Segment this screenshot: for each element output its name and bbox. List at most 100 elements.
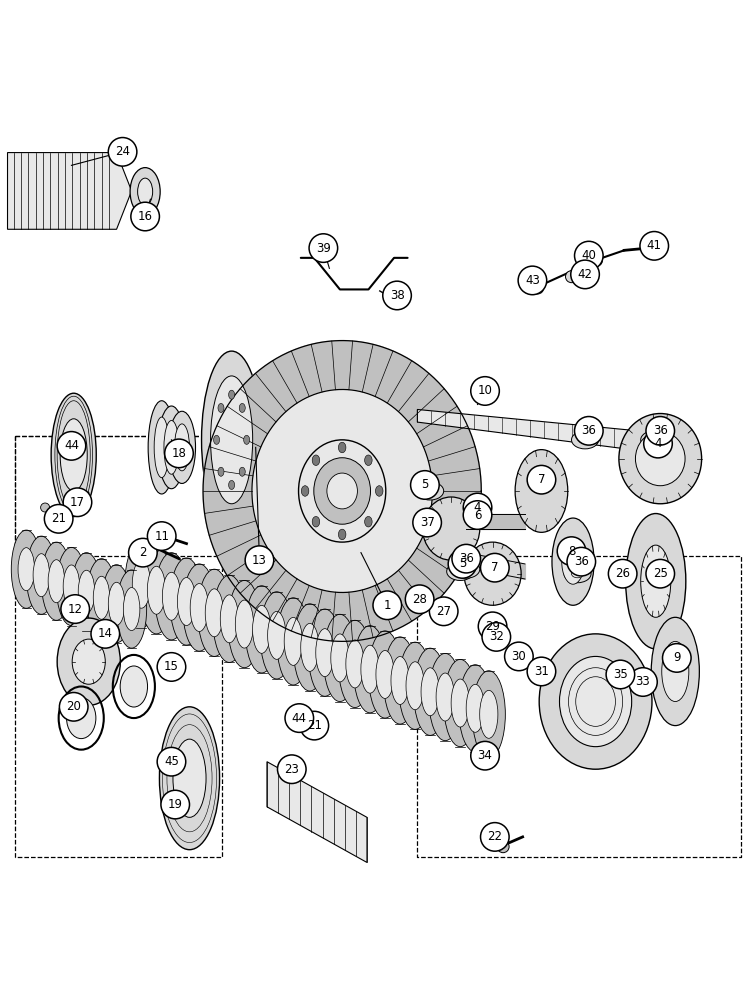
Circle shape — [309, 234, 338, 262]
Ellipse shape — [218, 403, 224, 412]
Text: 1: 1 — [384, 599, 391, 612]
Text: 8: 8 — [568, 545, 575, 558]
Ellipse shape — [78, 570, 95, 613]
Ellipse shape — [132, 560, 150, 608]
Circle shape — [63, 488, 92, 517]
Text: 12: 12 — [68, 603, 83, 616]
Text: 4: 4 — [654, 437, 662, 450]
Ellipse shape — [268, 611, 286, 659]
Circle shape — [61, 595, 89, 623]
Circle shape — [663, 644, 691, 672]
Ellipse shape — [26, 536, 56, 614]
Text: 36: 36 — [653, 424, 668, 437]
Text: 24: 24 — [115, 145, 130, 158]
Text: 29: 29 — [485, 620, 500, 633]
Ellipse shape — [102, 565, 132, 643]
Ellipse shape — [459, 665, 492, 752]
Circle shape — [478, 612, 507, 641]
Ellipse shape — [293, 604, 326, 691]
Ellipse shape — [235, 600, 253, 648]
Circle shape — [108, 138, 137, 166]
Ellipse shape — [93, 576, 110, 619]
Ellipse shape — [368, 631, 402, 718]
Ellipse shape — [123, 588, 140, 631]
Text: 14: 14 — [98, 627, 113, 640]
Text: 28: 28 — [412, 593, 427, 606]
Circle shape — [463, 501, 492, 529]
Text: 5: 5 — [459, 557, 466, 570]
Text: 41: 41 — [647, 239, 662, 252]
Circle shape — [157, 747, 186, 776]
Circle shape — [383, 281, 411, 310]
Ellipse shape — [423, 497, 480, 560]
Circle shape — [471, 377, 499, 405]
Ellipse shape — [421, 668, 439, 716]
Text: 44: 44 — [64, 439, 79, 452]
Ellipse shape — [33, 554, 50, 597]
Ellipse shape — [451, 679, 469, 727]
Text: 32: 32 — [489, 630, 504, 643]
Circle shape — [277, 755, 306, 784]
Ellipse shape — [453, 567, 467, 576]
Ellipse shape — [220, 595, 238, 643]
Ellipse shape — [41, 503, 50, 512]
Text: 42: 42 — [578, 268, 593, 281]
Ellipse shape — [213, 575, 246, 662]
Text: 7: 7 — [538, 473, 545, 486]
Ellipse shape — [619, 414, 702, 504]
Circle shape — [646, 559, 675, 588]
Ellipse shape — [205, 589, 223, 637]
Ellipse shape — [384, 637, 417, 724]
Text: 34: 34 — [478, 749, 493, 762]
Ellipse shape — [177, 578, 196, 626]
Ellipse shape — [460, 565, 472, 573]
Ellipse shape — [253, 605, 271, 653]
Circle shape — [505, 642, 533, 671]
Ellipse shape — [57, 618, 120, 705]
Ellipse shape — [308, 609, 341, 696]
Ellipse shape — [626, 514, 686, 649]
Ellipse shape — [138, 178, 153, 205]
Text: 30: 30 — [511, 650, 526, 663]
Ellipse shape — [641, 545, 671, 617]
Circle shape — [245, 546, 274, 574]
Ellipse shape — [464, 542, 521, 605]
Circle shape — [91, 620, 120, 648]
Text: 36: 36 — [581, 424, 596, 437]
Ellipse shape — [338, 442, 346, 453]
Circle shape — [411, 471, 439, 499]
Circle shape — [44, 505, 73, 533]
Ellipse shape — [635, 432, 685, 486]
Circle shape — [463, 493, 492, 522]
Circle shape — [527, 657, 556, 686]
Text: 37: 37 — [420, 516, 435, 529]
Ellipse shape — [472, 671, 505, 758]
Ellipse shape — [277, 598, 310, 685]
Ellipse shape — [140, 547, 173, 634]
Text: 40: 40 — [581, 249, 596, 262]
Text: 11: 11 — [154, 530, 169, 543]
Ellipse shape — [72, 639, 105, 684]
Ellipse shape — [399, 642, 432, 729]
Ellipse shape — [154, 417, 169, 478]
Circle shape — [413, 508, 441, 537]
Circle shape — [606, 660, 635, 689]
Ellipse shape — [376, 650, 394, 698]
Ellipse shape — [391, 656, 409, 704]
Ellipse shape — [353, 626, 387, 713]
Text: 23: 23 — [284, 763, 299, 776]
Ellipse shape — [365, 455, 372, 466]
Circle shape — [575, 241, 603, 270]
Ellipse shape — [51, 393, 96, 517]
Ellipse shape — [562, 539, 584, 584]
Ellipse shape — [444, 659, 477, 747]
Ellipse shape — [174, 424, 190, 471]
Circle shape — [567, 547, 596, 576]
Ellipse shape — [312, 516, 320, 527]
Ellipse shape — [331, 634, 349, 682]
Ellipse shape — [480, 690, 498, 738]
Ellipse shape — [164, 420, 179, 474]
Text: 21: 21 — [51, 512, 66, 525]
Text: 18: 18 — [171, 447, 186, 460]
Text: 17: 17 — [70, 496, 85, 509]
